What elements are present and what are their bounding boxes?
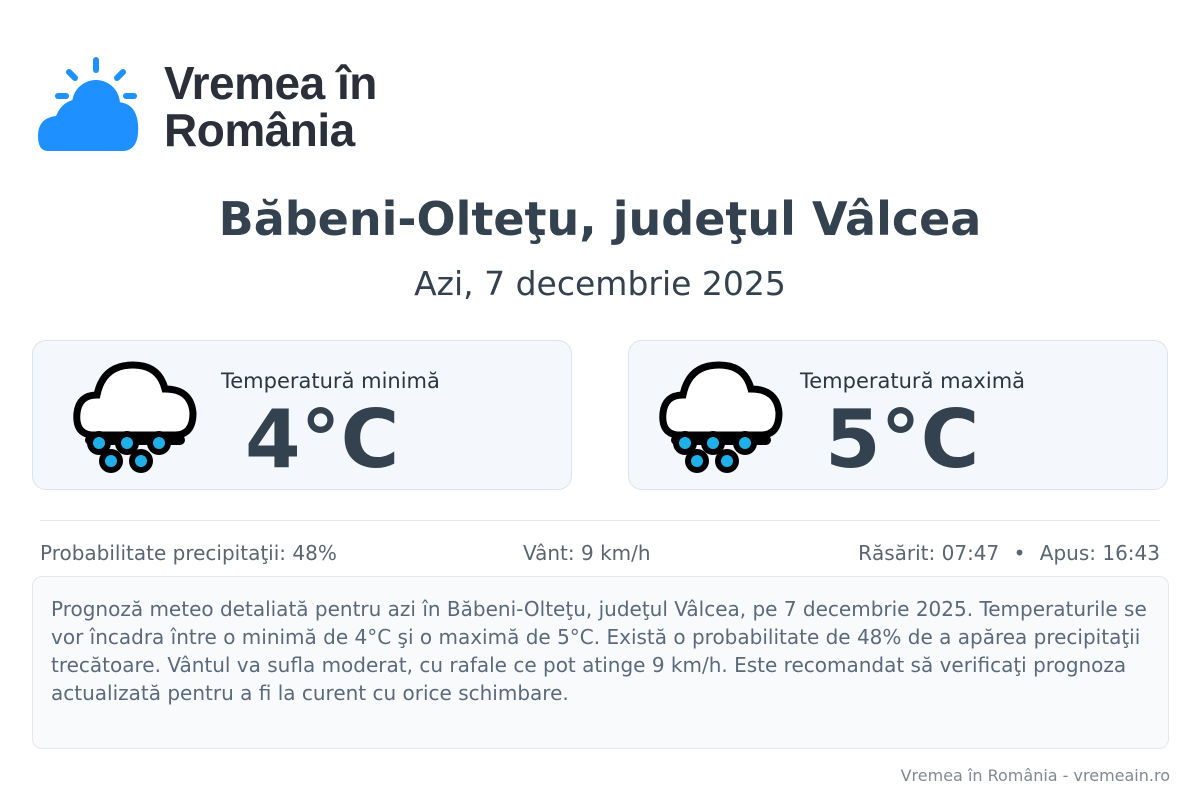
max-temp-label: Temperatură maximă — [800, 369, 1026, 393]
footer-credit[interactable]: Vremea în România - vremeain.ro — [900, 766, 1170, 785]
max-temp-card: Temperatură maximă 5°C — [628, 340, 1168, 490]
location-title: Băbeni-Olteţu, judeţul Vâlcea — [218, 192, 982, 246]
sunset-stat: Apus: 16:43 — [1039, 541, 1160, 565]
rain-cloud-icon — [73, 361, 197, 473]
sun-cloud-logo-icon — [38, 57, 139, 151]
sun-times: Răsărit: 07:47 • Apus: 16:43 — [858, 541, 1160, 565]
min-temp-label: Temperatură minimă — [221, 369, 440, 393]
sunrise-stat: Răsărit: 07:47 — [858, 541, 1000, 565]
divider — [40, 520, 1160, 521]
forecast-description: Prognoză meteo detaliată pentru azi în B… — [32, 576, 1169, 749]
min-temp-value: 4°C — [245, 393, 400, 486]
min-temp-card: Temperatură minimă 4°C — [32, 340, 572, 490]
forecast-date: Azi, 7 decembrie 2025 — [414, 264, 786, 303]
logo-text: Vremea în România — [164, 57, 377, 156]
wind-stat: Vânt: 9 km/h — [523, 541, 651, 565]
max-temp-value: 5°C — [825, 393, 980, 486]
precipitation-stat: Probabilitate precipitaţii: 48% — [40, 541, 337, 565]
separator: • — [1013, 541, 1026, 565]
rain-cloud-icon — [659, 361, 783, 473]
logo[interactable]: Vremea în România — [36, 56, 377, 156]
